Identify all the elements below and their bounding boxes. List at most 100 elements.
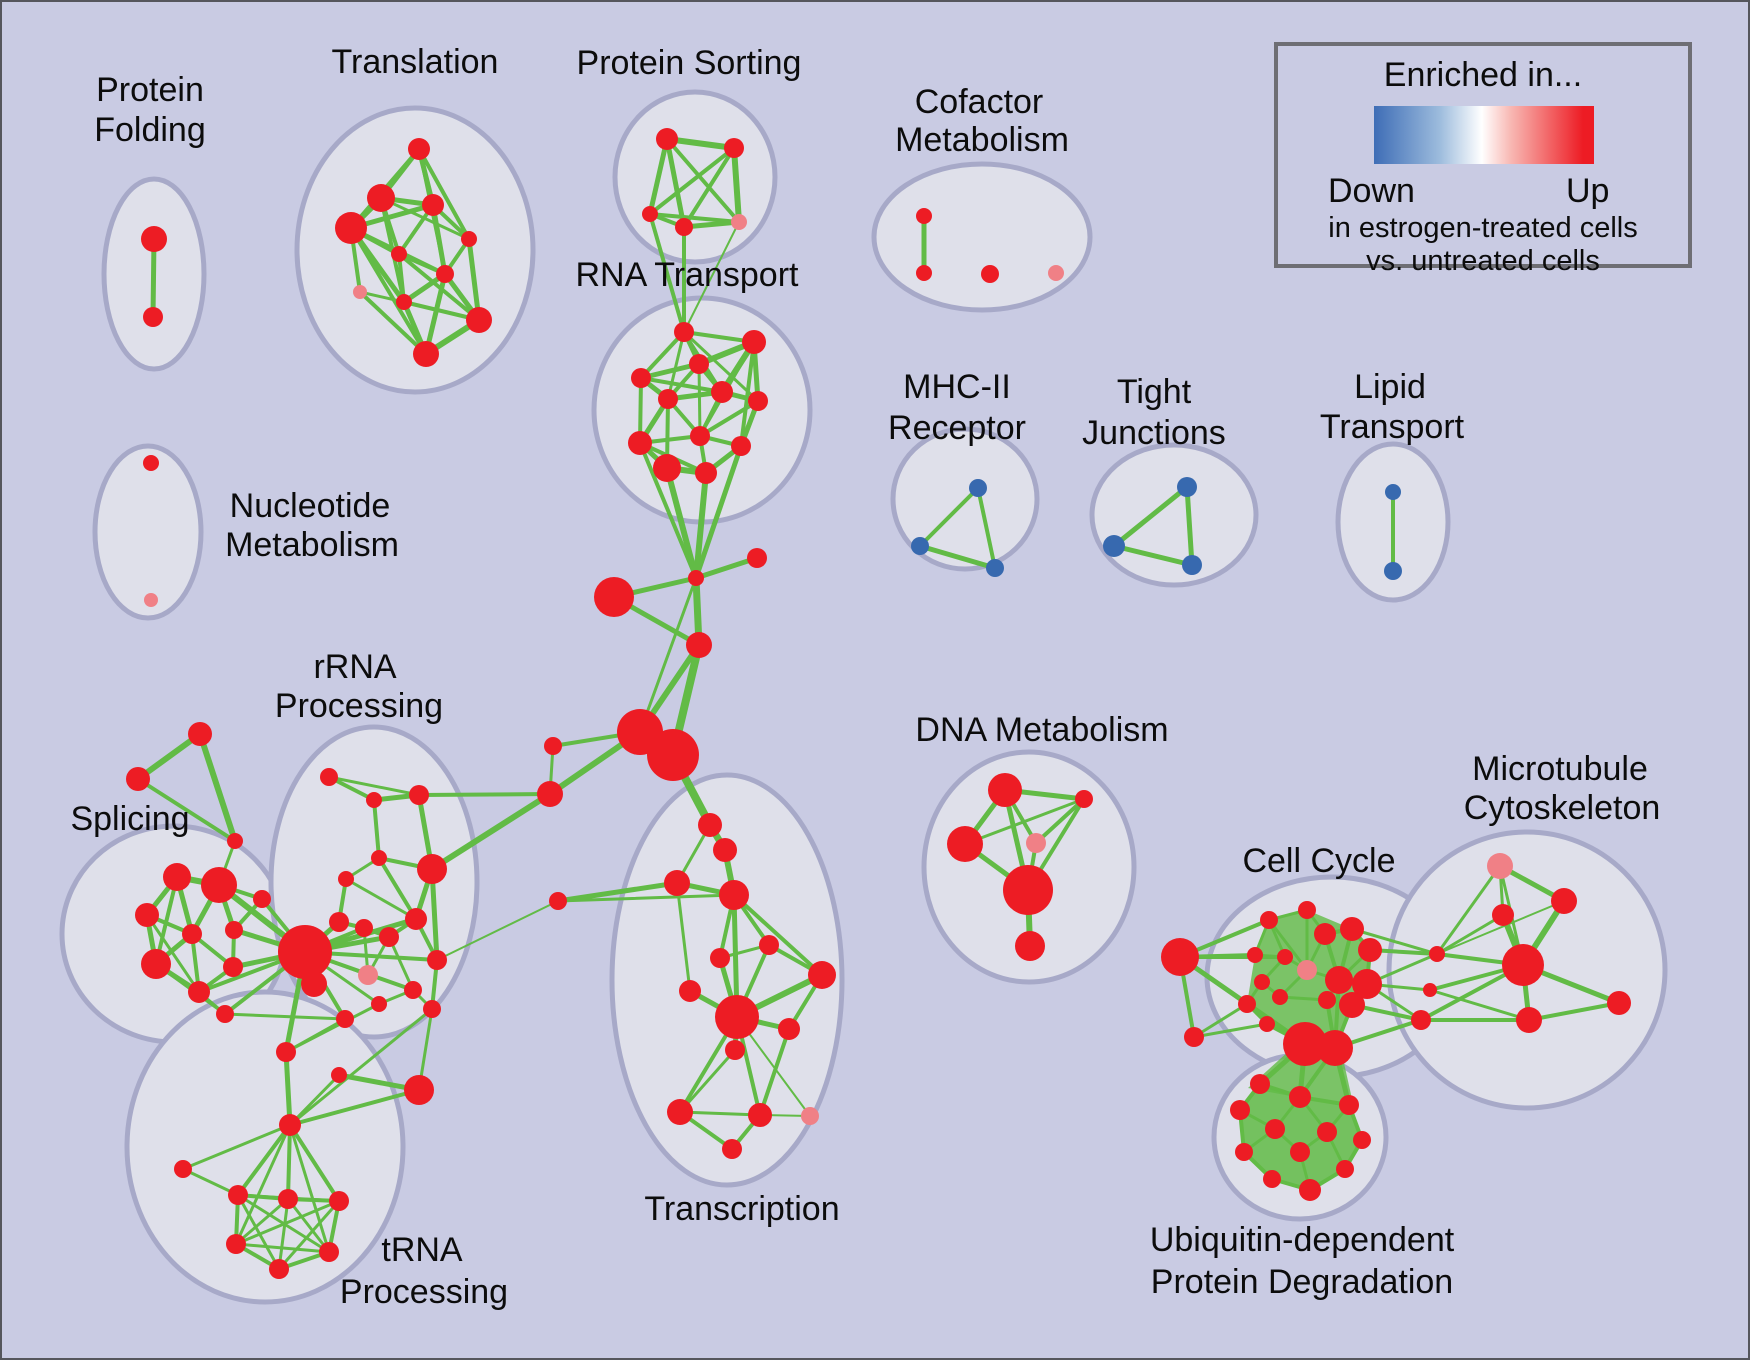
- edge: [1184, 484, 1195, 568]
- node-e7: [1277, 949, 1293, 965]
- edge: [277, 1197, 290, 1271]
- node-ps3: [642, 206, 658, 222]
- edge: [648, 212, 741, 224]
- legend-down-label: Down: [1328, 172, 1415, 210]
- node-rhub2: [301, 971, 327, 997]
- cluster-label-protein-folding: Protein: [96, 71, 204, 109]
- node-rb8: [371, 996, 387, 1012]
- node-rb6: [404, 981, 422, 999]
- node-e0: [1161, 938, 1199, 976]
- edge: [693, 555, 760, 581]
- node-d3: [947, 826, 983, 862]
- node-t9: [396, 294, 412, 310]
- edge: [664, 465, 699, 581]
- node-g2: [1492, 904, 1514, 926]
- edge: [693, 443, 744, 581]
- edge: [731, 145, 742, 225]
- edge: [430, 202, 448, 277]
- node-x2: [278, 1189, 298, 1209]
- node-sa: [188, 722, 212, 746]
- node-sp8: [253, 890, 271, 908]
- node-u6: [1317, 1122, 1337, 1142]
- node-rt11: [653, 454, 681, 482]
- node-ps4: [675, 218, 693, 236]
- edge: [145, 913, 201, 994]
- edge: [693, 470, 709, 581]
- node-mh3: [986, 559, 1004, 577]
- cluster-label-dna-metabolism: DNA Metabolism: [915, 711, 1168, 749]
- edge: [1111, 543, 1195, 568]
- node-rhub: [278, 925, 332, 979]
- node-lt1: [1385, 484, 1401, 500]
- edge: [181, 1167, 240, 1197]
- node-ra3: [409, 785, 429, 805]
- node-t11: [413, 341, 439, 367]
- cluster-label-mhc-ii-receptor: Receptor: [888, 409, 1026, 447]
- edge: [349, 226, 428, 356]
- edge: [286, 1123, 292, 1201]
- node-t6: [391, 246, 407, 262]
- edge: [1350, 927, 1439, 956]
- cluster-ellipse-rrna-processing: [268, 724, 480, 1040]
- nodes: [126, 128, 1631, 1279]
- node-u12: [1299, 1179, 1321, 1201]
- node-e3: [1314, 923, 1336, 945]
- node-g5: [1516, 1007, 1542, 1033]
- node-sp1: [163, 863, 191, 891]
- cluster-label-nucleotide-metabolism: Nucleotide: [230, 487, 391, 525]
- node-cn1: [1429, 946, 1445, 962]
- edge: [1428, 988, 1531, 1022]
- node-rb5: [427, 950, 447, 970]
- node-x6: [269, 1259, 289, 1279]
- node-u7: [1353, 1131, 1371, 1149]
- cluster-label-trna-processing: Processing: [340, 1273, 508, 1311]
- node-rb2: [355, 919, 373, 937]
- cluster-label-nucleotide-metabolism: Metabolism: [225, 526, 399, 564]
- node-ra1: [320, 768, 338, 786]
- node-nm2: [144, 593, 158, 607]
- node-e8: [1325, 966, 1353, 994]
- edge: [234, 1197, 290, 1246]
- cluster-label-mhc-ii-receptor: MHC-II: [903, 368, 1011, 406]
- node-rb9: [423, 1000, 441, 1018]
- node-rb3: [379, 927, 399, 947]
- edge: [665, 137, 741, 224]
- node-d2: [1075, 790, 1093, 808]
- node-cf4: [1048, 265, 1064, 281]
- legend-title: Enriched in...: [1383, 56, 1583, 94]
- node-tu1: [276, 1042, 296, 1062]
- node-n1: [698, 813, 722, 837]
- node-x5: [319, 1242, 339, 1262]
- node-n9: [715, 995, 759, 1039]
- node-t1: [408, 138, 430, 160]
- node-sp2: [201, 867, 237, 903]
- node-ra5: [338, 871, 354, 887]
- edge: [1192, 1002, 1249, 1039]
- edge: [344, 877, 418, 921]
- node-lx: [549, 892, 567, 910]
- node-cf2: [916, 265, 932, 281]
- cluster-label-protein-folding: Folding: [94, 111, 206, 149]
- edge: [739, 340, 756, 448]
- node-t8: [353, 285, 367, 299]
- edge: [423, 271, 448, 357]
- edge: [675, 881, 692, 993]
- cluster-label-ubiquitin-degradation: Protein Degradation: [1151, 1263, 1453, 1301]
- node-cn3: [1411, 1010, 1431, 1030]
- node-cl2: [537, 781, 563, 807]
- cluster-label-rrna-processing: Processing: [275, 687, 443, 725]
- cluster-label-lipid-transport: Transport: [1320, 408, 1465, 446]
- edge: [1436, 900, 1565, 955]
- edge: [135, 731, 203, 782]
- node-sp9: [188, 981, 210, 1003]
- node-rt8: [690, 426, 710, 446]
- node-rt1: [674, 322, 694, 342]
- node-tj1: [1177, 477, 1197, 497]
- edge: [1111, 484, 1190, 549]
- edge: [664, 136, 737, 151]
- edge: [698, 399, 760, 438]
- edge: [372, 798, 381, 860]
- node-e14: [1339, 992, 1365, 1018]
- node-rb7: [336, 1010, 354, 1028]
